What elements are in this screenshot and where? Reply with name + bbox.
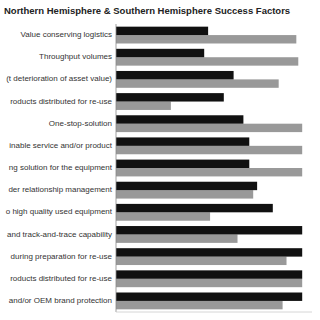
y-tick-label: Throughput volumes xyxy=(39,52,112,61)
y-tick-label: o high quality used equipment xyxy=(6,207,113,216)
bar xyxy=(116,293,302,301)
bar xyxy=(116,102,171,110)
y-tick-label: during preparation for re-use xyxy=(11,252,113,261)
bar xyxy=(116,79,279,87)
bar xyxy=(116,190,253,198)
y-tick-label: and track-and-trace capability xyxy=(7,230,112,239)
y-tick-label: and/or OEM brand protection xyxy=(9,296,112,305)
bar xyxy=(116,234,238,242)
bar xyxy=(116,279,302,287)
bar xyxy=(116,124,302,132)
bar xyxy=(116,35,296,43)
bar xyxy=(116,212,210,220)
bar xyxy=(116,301,283,309)
bar xyxy=(116,71,234,79)
bar xyxy=(116,93,224,101)
y-tick-label: (t deterioration of asset value) xyxy=(6,74,112,83)
y-tick-label: ng solution for the equipment xyxy=(9,163,113,172)
y-tick-label: One-stop-solution xyxy=(49,119,112,128)
bar xyxy=(116,146,302,154)
bar xyxy=(116,248,302,256)
bar xyxy=(116,137,249,145)
chart: Northern Hemisphere & Southern Hemispher… xyxy=(0,0,320,320)
y-tick-label: roducts distributed for re-use xyxy=(10,97,112,106)
bar xyxy=(116,57,298,65)
title: Northern Hemisphere & Southern Hemispher… xyxy=(4,5,290,16)
y-tick-label: der relationship management xyxy=(8,185,112,194)
bar xyxy=(116,204,273,212)
bar xyxy=(116,257,287,265)
bar xyxy=(116,160,249,168)
y-tick-label: roducts distributed for re-use xyxy=(10,274,112,283)
bar xyxy=(116,115,243,123)
bar xyxy=(116,182,257,190)
bar xyxy=(116,49,204,57)
bars xyxy=(116,27,302,310)
background xyxy=(0,0,320,320)
y-tick-label: Value conserving logistics xyxy=(21,30,112,39)
y-tick-label: inable service and/or product xyxy=(9,141,113,150)
bar xyxy=(116,27,208,35)
bar xyxy=(116,270,302,278)
x-axis-line xyxy=(116,312,312,313)
y-axis-line xyxy=(116,24,117,312)
bar xyxy=(116,226,302,234)
bar xyxy=(116,168,302,176)
